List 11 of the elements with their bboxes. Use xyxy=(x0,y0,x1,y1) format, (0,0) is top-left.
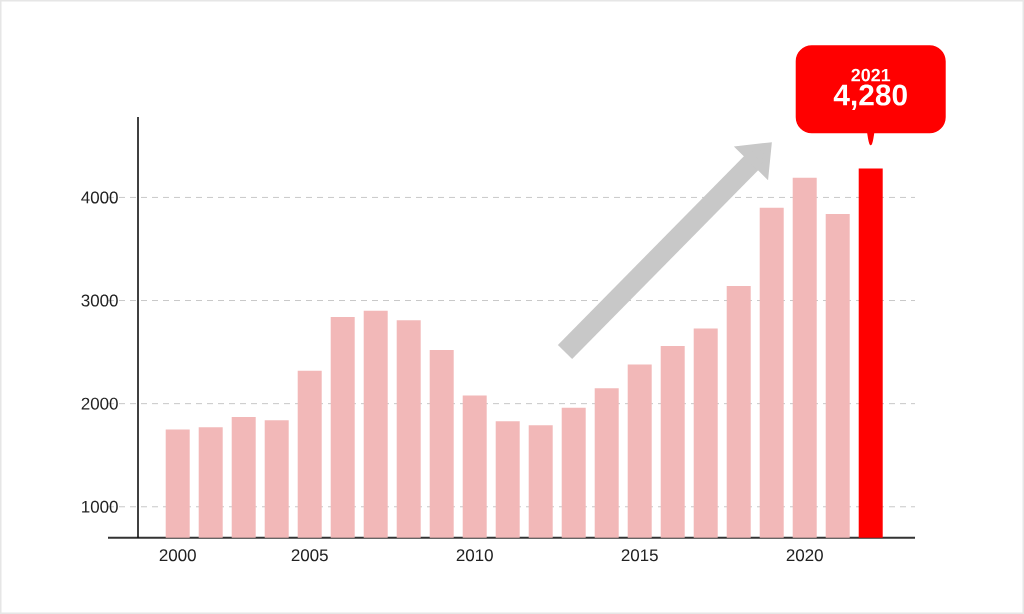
x-tick-label: 2020 xyxy=(786,549,823,562)
y-tick-label: 2000 xyxy=(81,397,118,410)
y-tick-label: 1000 xyxy=(82,500,118,513)
x-tick-label: 2000 xyxy=(159,549,196,562)
y-tick-label: 4000 xyxy=(81,191,118,204)
y-tick-label: 3000 xyxy=(81,294,118,307)
text: 2021 xyxy=(851,68,891,82)
x-tick-label: 2010 xyxy=(456,549,493,562)
data-label: 4,280 xyxy=(833,84,907,110)
x-tick-label: 2005 xyxy=(291,549,328,562)
x-tick-label: 2015 xyxy=(621,549,658,562)
